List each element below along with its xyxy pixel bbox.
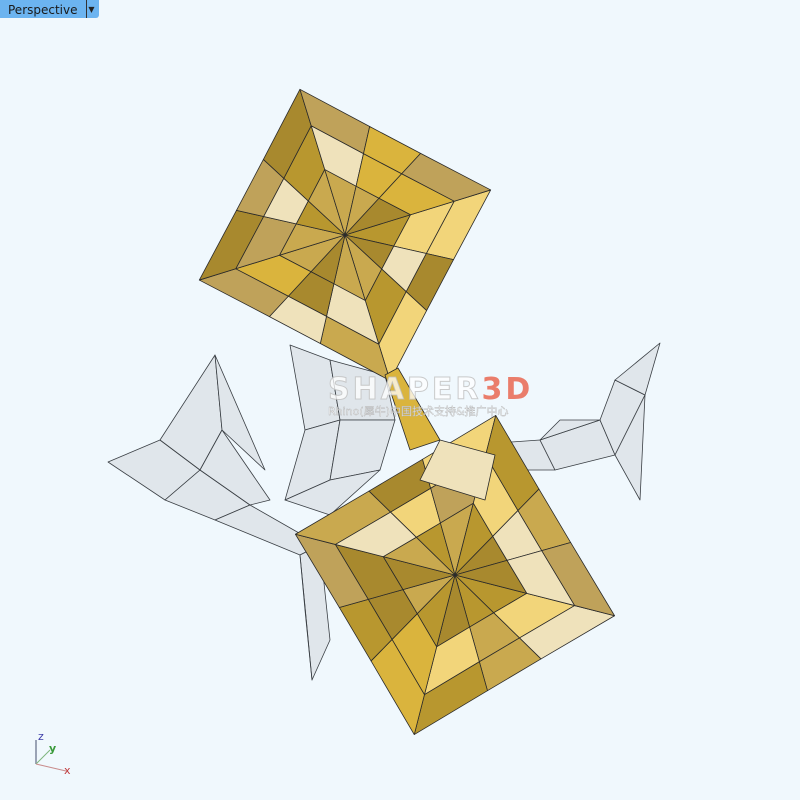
gray-surface-face-3 (199, 429, 271, 506)
y-axis-label: y (49, 742, 56, 755)
gray-surface-face-10 (284, 469, 381, 516)
z-axis-label: z (38, 730, 44, 743)
connector-gold-face (384, 367, 441, 451)
gray-surface-face-16 (614, 342, 661, 396)
gray-surface-face-6 (289, 344, 341, 431)
dropdown-arrow-icon[interactable]: ▼ (85, 0, 99, 18)
axis-gizmo: z y x (35, 730, 71, 777)
lower-gold-surface-face (541, 542, 615, 617)
viewport-title-tab[interactable]: Perspective ▼ (0, 0, 99, 18)
gray-surface-face-9 (329, 419, 396, 481)
viewport-title[interactable]: Perspective (8, 3, 78, 17)
y-axis-line (35, 749, 51, 765)
upper-gold-surface-face (401, 152, 492, 202)
gray-surface-face-12 (299, 554, 313, 681)
x-axis-label: x (64, 764, 71, 777)
gray-surface-face-17 (614, 394, 646, 501)
gray-surface-face-18 (539, 419, 601, 441)
gray-surface-face-5 (214, 354, 266, 471)
x-axis-line (35, 763, 67, 772)
connector-gold-face (419, 439, 496, 501)
